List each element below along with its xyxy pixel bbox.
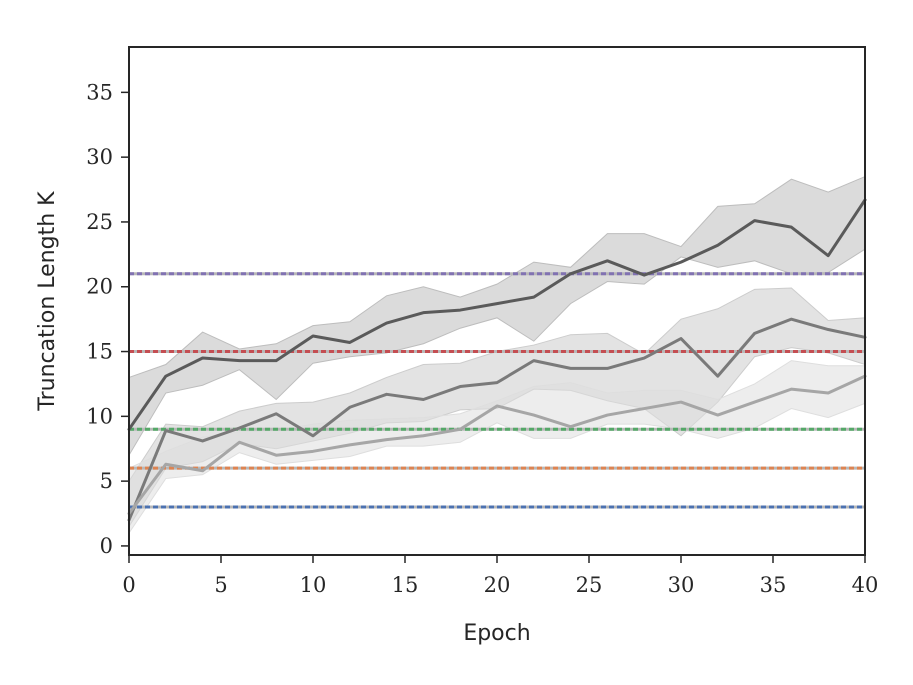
series-line-1: [127, 198, 867, 431]
y-tick-label-35: 35: [86, 80, 113, 104]
x-tick-label-10: 10: [300, 573, 327, 597]
y-tick-label-10: 10: [86, 404, 113, 428]
x-tick-label-35: 35: [760, 573, 787, 597]
x-axis-label: Epoch: [463, 621, 530, 646]
y-tick-label-30: 30: [86, 145, 113, 169]
reference-lines: [129, 272, 865, 509]
series-line-2: [127, 317, 867, 522]
x-tick-label-5: 5: [214, 573, 227, 597]
y-tick-label-25: 25: [86, 210, 113, 234]
x-tick-label-25: 25: [576, 573, 603, 597]
x-tick-label-20: 20: [484, 573, 511, 597]
y-tick-label-20: 20: [86, 275, 113, 299]
y-tick-label-5: 5: [100, 469, 113, 493]
y-axis-label: Truncation Length K: [35, 191, 60, 412]
x-tick-label-0: 0: [122, 573, 135, 597]
x-axis-ticks: 0 5 10 15 20 25 30 35 40: [122, 555, 878, 597]
series-lines: [127, 198, 867, 522]
x-tick-label-40: 40: [852, 573, 879, 597]
y-tick-label-0: 0: [100, 534, 113, 558]
y-tick-label-15: 15: [86, 340, 113, 364]
x-tick-label-15: 15: [392, 573, 419, 597]
series-line-3: [127, 374, 867, 516]
y-axis-ticks: 0 5 10 15 20 25 30 35: [86, 80, 129, 558]
x-tick-label-30: 30: [668, 573, 695, 597]
